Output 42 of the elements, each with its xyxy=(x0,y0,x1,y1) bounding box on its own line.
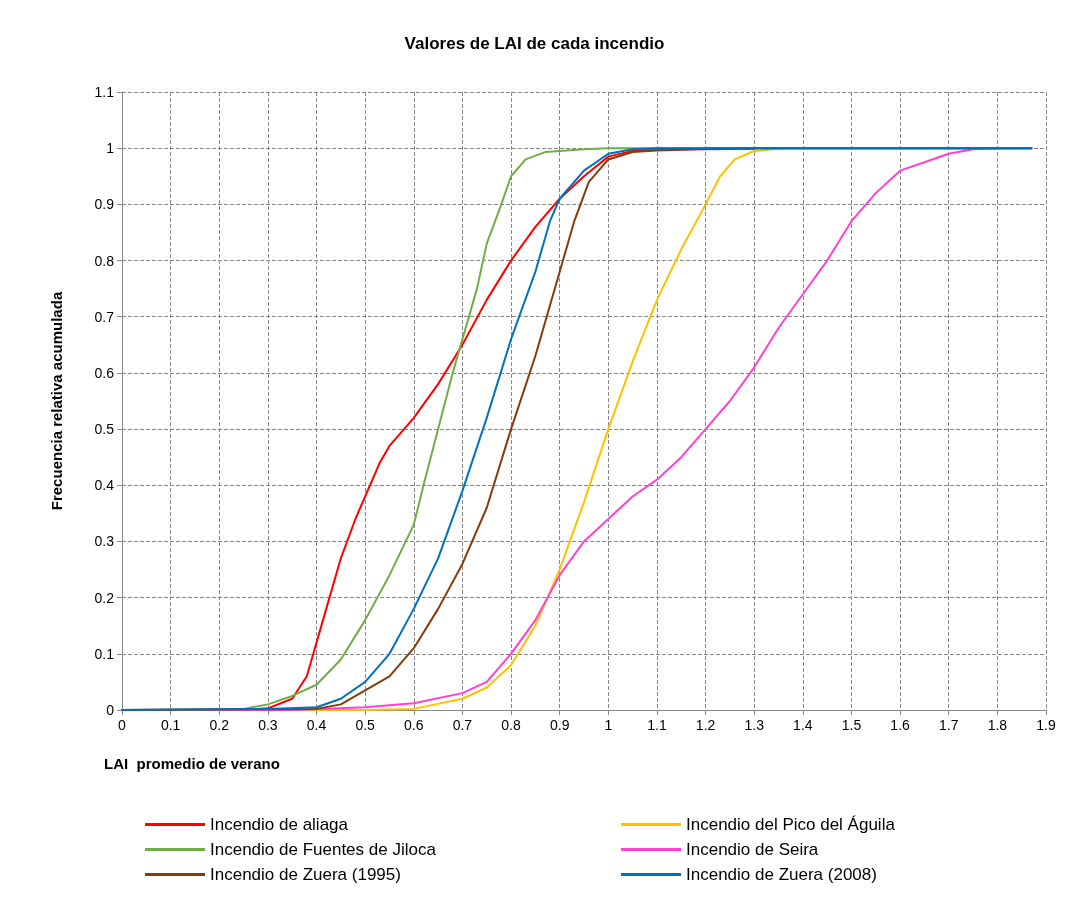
legend-label: Incendio de Zuera (1995) xyxy=(210,865,401,884)
y-tick-label: 0.8 xyxy=(94,252,115,269)
y-axis-title: Frecuencia relativa acumulada xyxy=(48,291,65,511)
x-tick-label: 0.4 xyxy=(306,717,327,733)
x-tick-label: 1 xyxy=(604,717,613,733)
y-tick-label: 0.3 xyxy=(94,533,115,550)
x-tick-label: 1.1 xyxy=(647,717,667,733)
x-tick-label: 1.3 xyxy=(744,717,765,733)
y-tick-label: 0.2 xyxy=(94,589,115,606)
x-tick-label: 0.8 xyxy=(501,717,521,733)
x-tick-label: 1.4 xyxy=(793,717,813,733)
y-tick-label: 1 xyxy=(106,140,115,157)
y-tick-label: 0.9 xyxy=(94,196,115,213)
x-tick-label: 0.1 xyxy=(160,717,181,733)
x-tick-label: 1.7 xyxy=(939,717,959,733)
y-tick-label: 0.5 xyxy=(94,421,115,438)
y-tick-label: 0 xyxy=(106,702,115,718)
x-tick-label: 0.2 xyxy=(209,717,230,733)
x-tick-label: 1.5 xyxy=(841,717,862,733)
x-axis-title: LAI promedio de verano xyxy=(104,755,280,772)
y-tick-label: 0.6 xyxy=(94,364,115,381)
x-tick-label: 1.8 xyxy=(987,717,1008,733)
legend-label: Incendio de aliaga xyxy=(210,815,349,834)
x-tick-label: 0.9 xyxy=(549,717,570,733)
x-tick-label: 0.5 xyxy=(355,717,376,733)
x-tick-label: 0 xyxy=(118,717,127,733)
y-tick-label: 0.1 xyxy=(94,645,115,662)
x-tick-label: 0.3 xyxy=(258,717,278,733)
x-tick-label: 1.9 xyxy=(1036,717,1056,733)
x-tick-label: 1.6 xyxy=(890,717,911,733)
x-tick-label: 1.2 xyxy=(695,717,716,733)
chart-title: Valores de LAI de cada incendio xyxy=(404,34,665,53)
legend-label: Incendio de Seira xyxy=(686,840,819,859)
legend-label: Incendio de Zuera (2008) xyxy=(686,865,877,884)
x-tick-label: 0.6 xyxy=(404,717,424,733)
line-series xyxy=(121,147,1033,711)
legend-label: Incendio de Fuentes de Jiloca xyxy=(210,840,437,859)
y-tick-label: 0.4 xyxy=(94,477,115,494)
y-tick-label: 1.1 xyxy=(94,84,115,100)
y-tick-label: 0.7 xyxy=(94,308,115,325)
x-tick-label: 0.7 xyxy=(452,717,473,733)
legend-label: Incendio del Pico del Águila xyxy=(686,815,896,834)
